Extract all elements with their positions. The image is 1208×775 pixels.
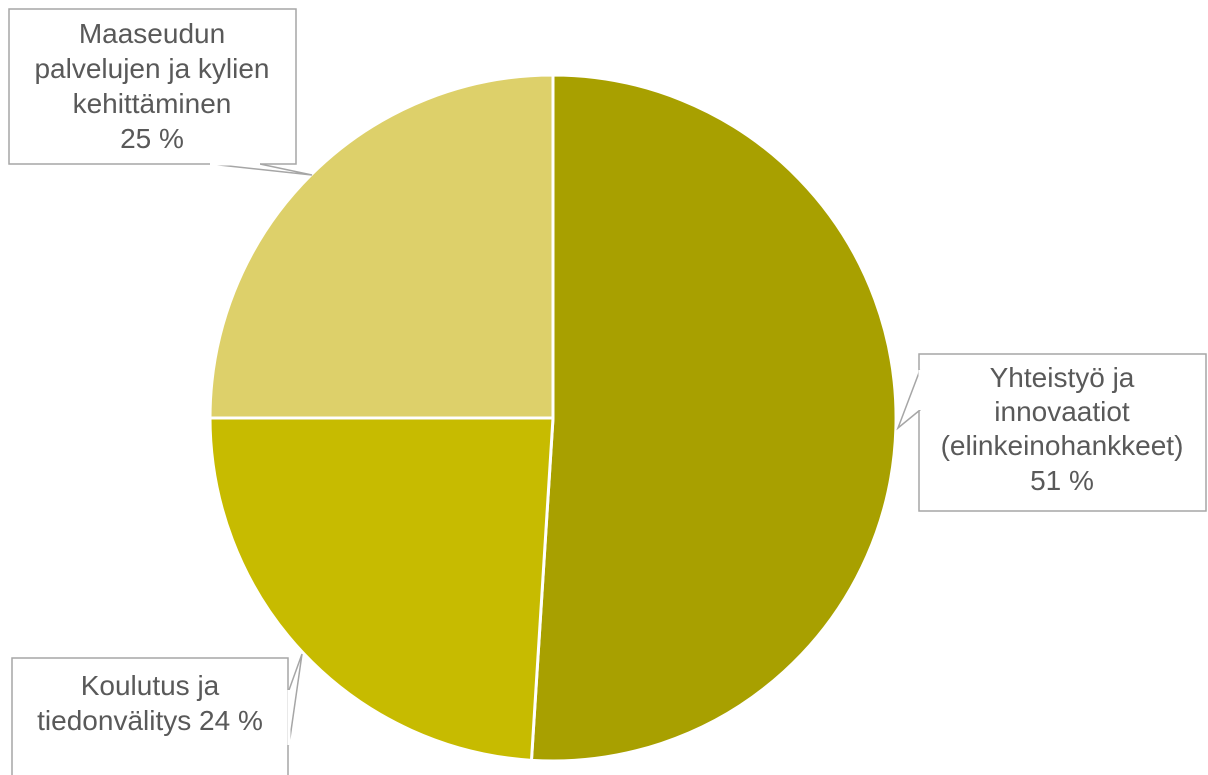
data-label-line: (elinkeinohankkeet): [941, 430, 1184, 461]
data-label-line: kehittäminen: [73, 88, 232, 119]
data-label-line: tiedonvälitys 24 %: [37, 705, 263, 736]
data-label-line: Maaseudun: [79, 18, 225, 49]
data-label-line: 51 %: [1030, 465, 1094, 496]
data-label-line: palvelujen ja kylien: [34, 53, 269, 84]
callout-pointer: [288, 653, 303, 746]
data-label-callout-2: Koulutus ja tiedonvälitys 24 %: [11, 653, 303, 775]
data-label-callout-3: Maaseudun palvelujen ja kylien kehittämine…: [8, 8, 313, 176]
callout-pointer: [896, 369, 921, 431]
data-label-line: 25 %: [120, 123, 184, 154]
data-label-line: Yhteistyö ja: [990, 362, 1135, 393]
pie-slice-1: [529, 73, 898, 763]
callout-box: [918, 353, 1207, 512]
pie-slices: [208, 73, 898, 763]
data-label-callout-1: Yhteistyö jainnovaatiot(elinkeinohankkee…: [896, 353, 1207, 512]
callout-pointer: [209, 163, 313, 176]
data-label-line: innovaatiot: [994, 396, 1130, 427]
data-label-line: Koulutus ja: [81, 670, 220, 701]
pie-slice-2: [208, 416, 555, 762]
callout-box: [8, 8, 297, 165]
